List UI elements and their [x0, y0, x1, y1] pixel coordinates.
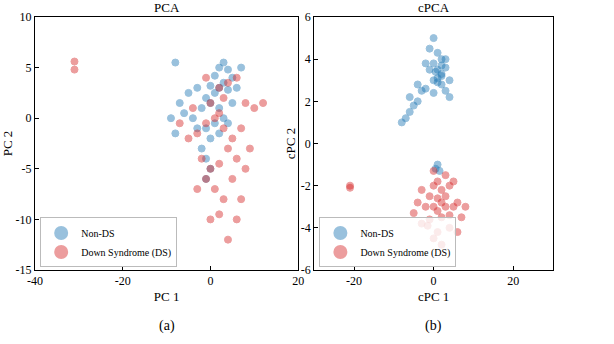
svg-text:cPC 1: cPC 1 — [418, 289, 449, 304]
svg-text:(a): (a) — [159, 318, 175, 334]
svg-text:Down Syndrome (DS): Down Syndrome (DS) — [360, 247, 450, 259]
svg-text:6: 6 — [305, 10, 311, 24]
svg-text:0: 0 — [207, 274, 213, 288]
svg-text:-6: -6 — [301, 263, 311, 277]
svg-text:4: 4 — [305, 52, 311, 66]
svg-text:cPCA: cPCA — [418, 0, 450, 15]
svg-text:-20: -20 — [346, 274, 362, 288]
svg-text:PCA: PCA — [154, 0, 180, 15]
svg-text:5: 5 — [26, 61, 32, 75]
svg-text:PC 1: PC 1 — [154, 289, 180, 304]
svg-text:20: 20 — [292, 274, 304, 288]
svg-text:0: 0 — [305, 137, 311, 151]
svg-text:-2: -2 — [301, 179, 311, 193]
svg-text:2: 2 — [305, 95, 311, 109]
svg-text:10: 10 — [20, 10, 32, 24]
svg-text:20: 20 — [507, 274, 519, 288]
svg-text:0: 0 — [431, 274, 437, 288]
svg-text:cPC 2: cPC 2 — [283, 128, 298, 159]
svg-text:-20: -20 — [115, 274, 131, 288]
svg-text:PC 2: PC 2 — [0, 131, 15, 157]
svg-text:Non-DS: Non-DS — [81, 228, 114, 239]
svg-text:Non-DS: Non-DS — [360, 228, 393, 239]
svg-text:-4: -4 — [301, 221, 311, 235]
svg-text:0: 0 — [26, 111, 32, 125]
svg-text:(b): (b) — [425, 318, 442, 334]
svg-text:-10: -10 — [16, 213, 32, 227]
svg-text:-40: -40 — [27, 274, 43, 288]
svg-text:-5: -5 — [22, 162, 32, 176]
svg-text:-15: -15 — [16, 263, 32, 277]
svg-text:Down Syndrome (DS): Down Syndrome (DS) — [81, 247, 171, 259]
